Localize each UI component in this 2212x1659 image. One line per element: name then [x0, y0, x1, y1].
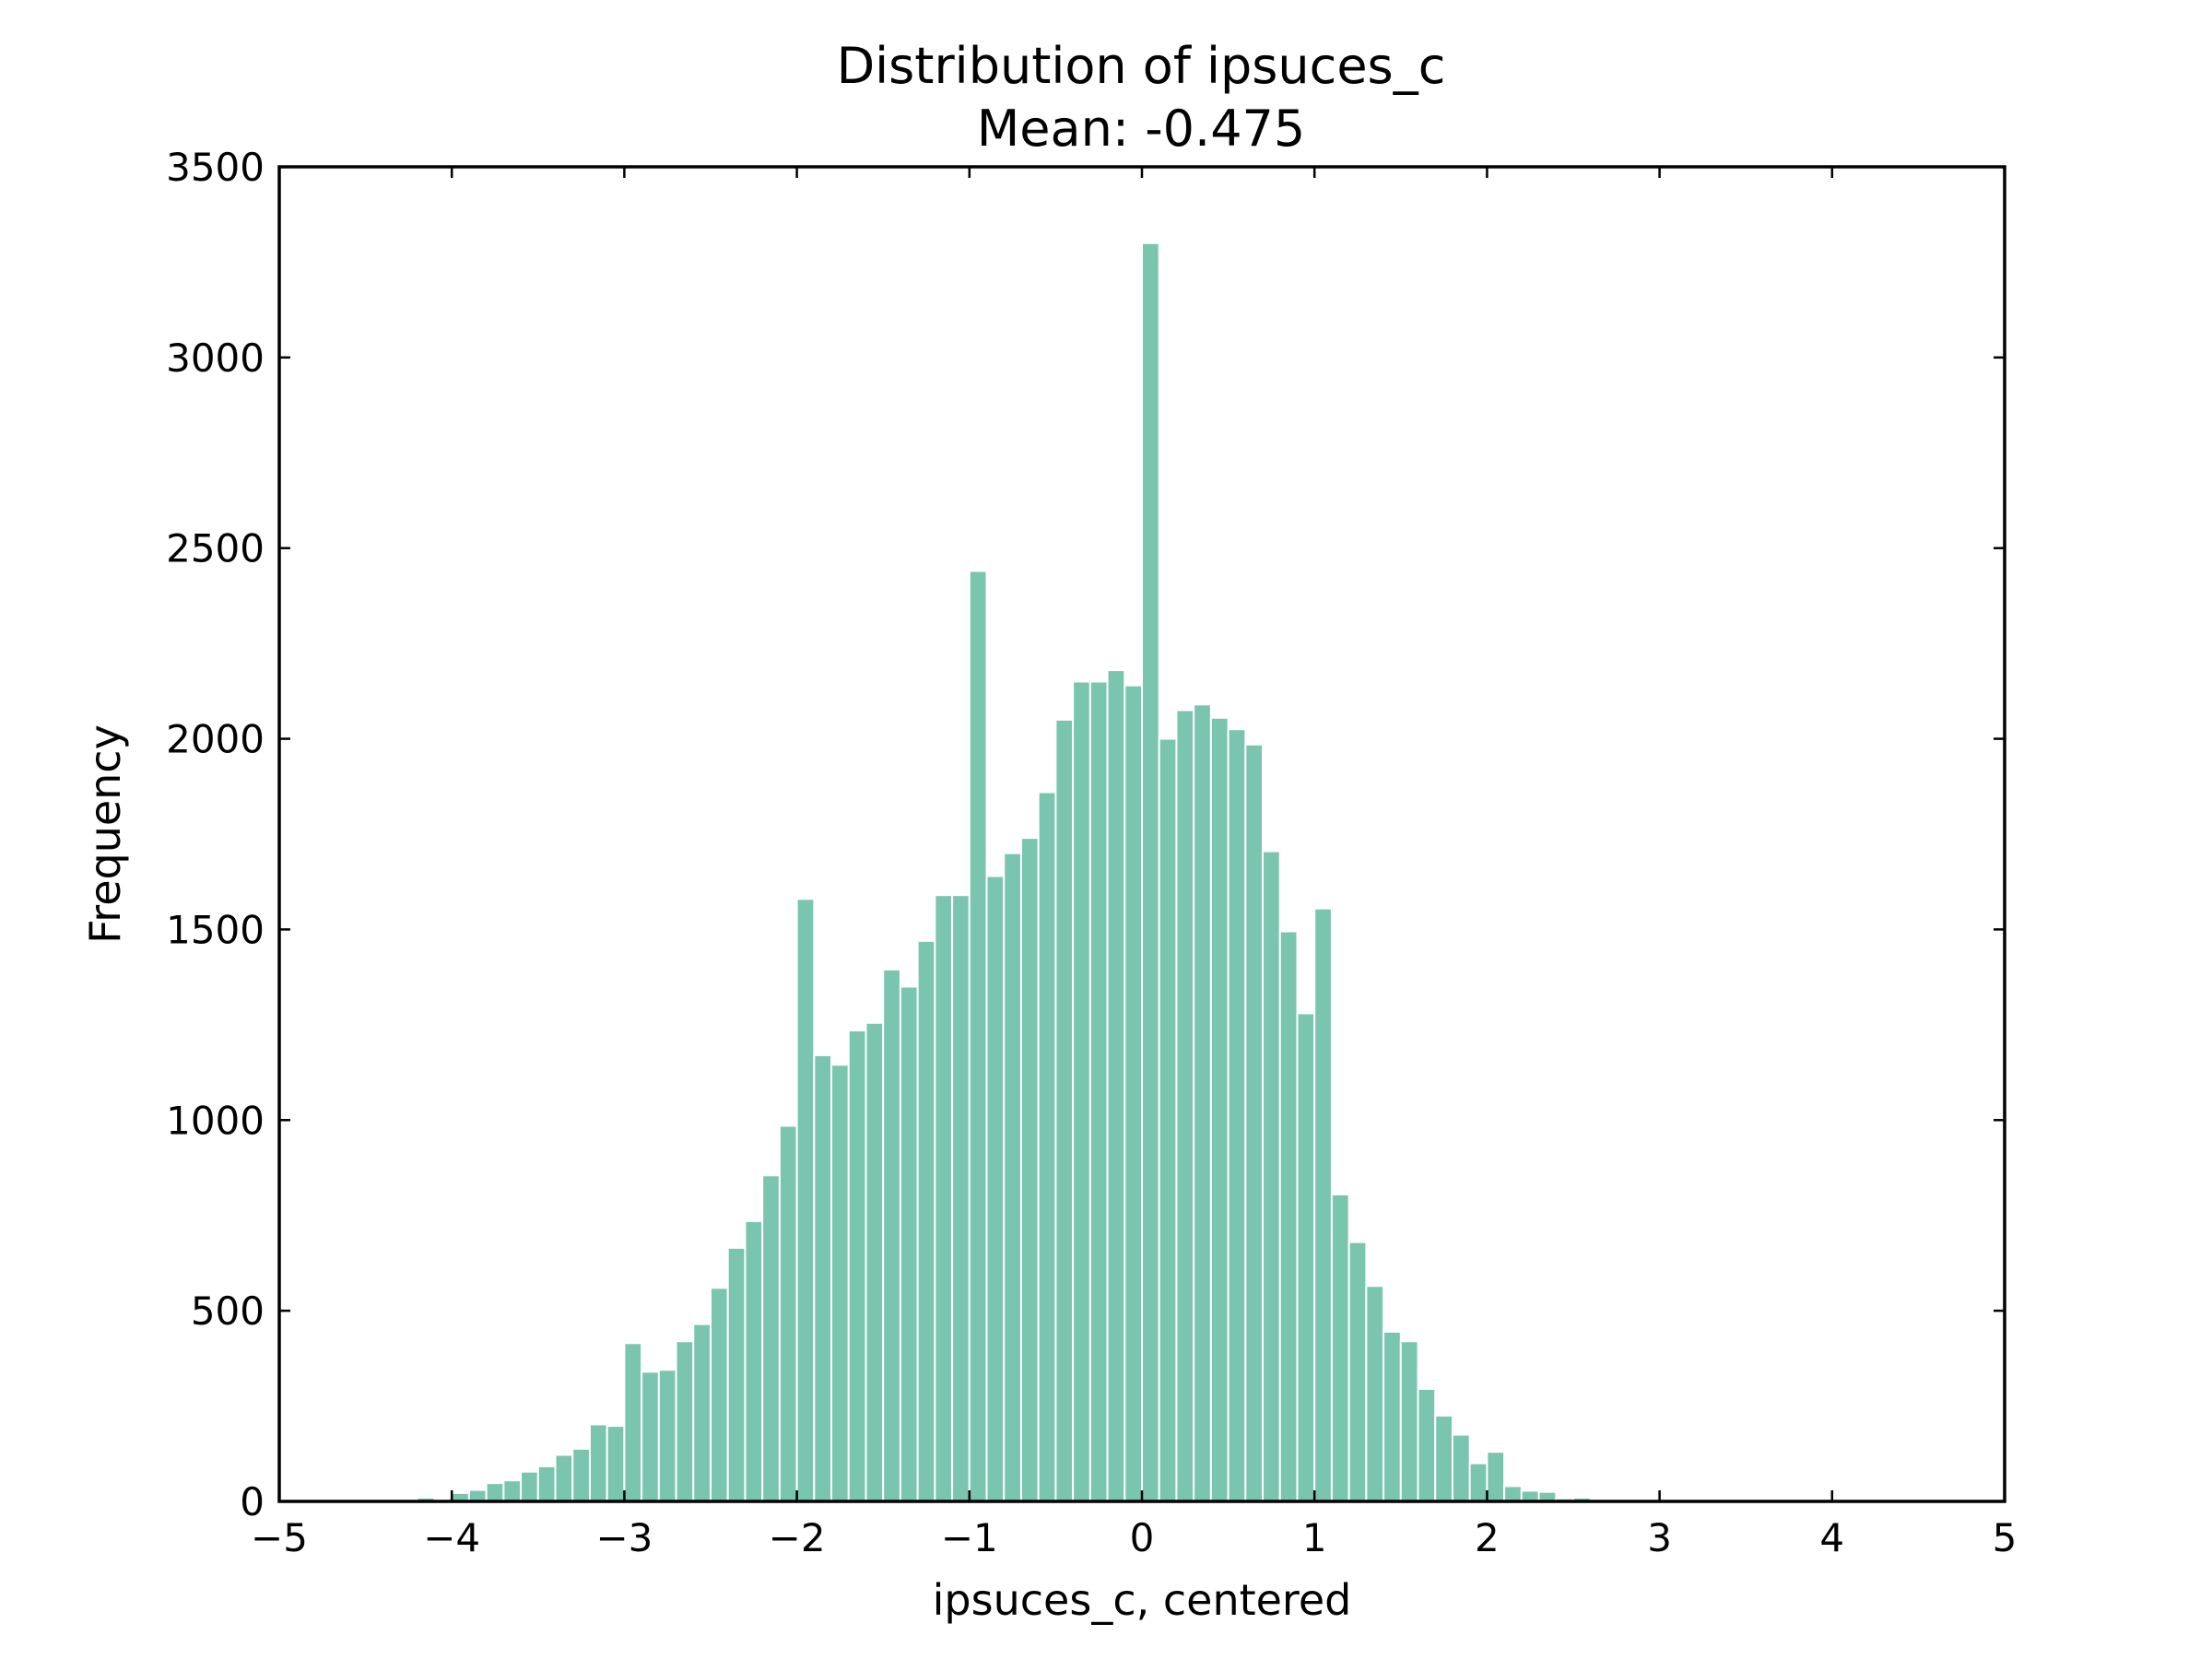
y-tick-label: 3000 [166, 335, 265, 381]
histogram-bar [536, 1465, 557, 1502]
y-tick-label: 2500 [166, 526, 265, 571]
histogram-bar [1072, 680, 1091, 1502]
x-tick-label: −3 [595, 1515, 653, 1560]
histogram-bar [467, 1488, 488, 1503]
x-tick-label: 4 [1819, 1515, 1844, 1560]
histogram-bar [1365, 1285, 1385, 1503]
histogram-bar [1175, 709, 1195, 1502]
bar-group [399, 241, 1627, 1503]
chart-subtitle: Mean: -0.475 [977, 100, 1306, 158]
histogram-bar [1434, 1414, 1453, 1503]
y-tick-label: 500 [191, 1288, 265, 1334]
histogram-bar [865, 1021, 885, 1502]
y-tick-label: 3500 [166, 145, 265, 190]
histogram-bar [1503, 1485, 1523, 1502]
histogram-bar [1088, 680, 1109, 1502]
x-tick-label: 3 [1647, 1515, 1672, 1560]
y-tick-label: 1500 [166, 907, 265, 952]
histogram-bar [1193, 703, 1212, 1502]
histogram-bar [1003, 852, 1022, 1502]
histogram-bar [916, 939, 936, 1502]
histogram-bar [1262, 850, 1281, 1502]
x-tick-label: −1 [941, 1515, 998, 1560]
histogram-bar [657, 1369, 677, 1502]
histogram-bar [710, 1287, 729, 1502]
histogram-bar [968, 570, 988, 1502]
histogram-bar [1296, 1012, 1316, 1502]
x-axis-label: ipsuces_c, centered [933, 1575, 1352, 1625]
y-tick-label: 2000 [166, 717, 265, 762]
histogram-bar [726, 1246, 747, 1502]
histogram-bar [761, 1174, 781, 1502]
histogram-bar [882, 968, 901, 1502]
histogram-bar [1141, 241, 1160, 1503]
histogram-bar [934, 894, 954, 1502]
histogram-bar [1054, 718, 1075, 1502]
histogram-bar [1278, 930, 1299, 1502]
histogram-bar [1227, 728, 1247, 1502]
histogram-bar [951, 894, 971, 1502]
x-tick-label: 5 [1993, 1515, 2018, 1560]
x-tick-label: −5 [251, 1515, 308, 1560]
histogram-bar [1313, 907, 1333, 1502]
y-axis-label: Frequency [80, 724, 130, 944]
histogram-bar [899, 985, 919, 1502]
histogram-bar [813, 1053, 833, 1503]
histogram-bar [588, 1423, 608, 1502]
histogram-bar [744, 1219, 764, 1503]
histogram-bar [1158, 737, 1178, 1502]
x-tick-label: 0 [1130, 1515, 1155, 1560]
histogram-bar [830, 1064, 850, 1502]
histogram-bar [847, 1030, 867, 1502]
histogram-bar [1451, 1433, 1471, 1502]
histogram-bar [1468, 1462, 1488, 1502]
histogram-bar [1486, 1451, 1506, 1503]
histogram-bar [502, 1479, 523, 1503]
histogram-bar [623, 1342, 643, 1503]
histogram-bar [1019, 837, 1040, 1502]
histogram-bar [1330, 1193, 1350, 1502]
histogram-bar [485, 1482, 505, 1503]
histogram-bar [1347, 1241, 1368, 1503]
x-tick-label: 1 [1302, 1515, 1327, 1560]
histogram-bar [571, 1447, 591, 1503]
histogram-bar [1417, 1387, 1437, 1503]
histogram-bar [1209, 716, 1230, 1502]
histogram-bar [778, 1124, 798, 1503]
histogram-bar [692, 1323, 712, 1502]
y-tick-label: 1000 [166, 1098, 265, 1143]
histogram-bar [675, 1340, 695, 1502]
y-tick-label: 0 [240, 1479, 265, 1524]
plot-frame [277, 165, 2006, 1503]
histogram-bar [985, 875, 1006, 1502]
x-tick-label: −4 [423, 1515, 480, 1560]
tick-group: −5 −4 −3 −2 −1 0 1 2 3 4 5 0 500 1000 1500 2000 2500 3000… [166, 145, 2017, 1560]
x-tick-label: −2 [769, 1515, 826, 1560]
histogram-bar [641, 1371, 660, 1503]
histogram-bar [1382, 1330, 1402, 1502]
histogram-bar [795, 898, 816, 1502]
histogram-bar [554, 1453, 574, 1502]
chart-title: Distribution of ipsuces_c [837, 37, 1446, 95]
histogram-bar [1037, 791, 1057, 1502]
histogram-bar [1124, 684, 1144, 1502]
histogram-bar [606, 1425, 626, 1503]
histogram-bar [1244, 743, 1265, 1502]
x-tick-label: 2 [1475, 1515, 1500, 1560]
histogram-bar [520, 1470, 539, 1503]
histogram-bar [1106, 669, 1126, 1502]
histogram-bar [1399, 1340, 1419, 1502]
